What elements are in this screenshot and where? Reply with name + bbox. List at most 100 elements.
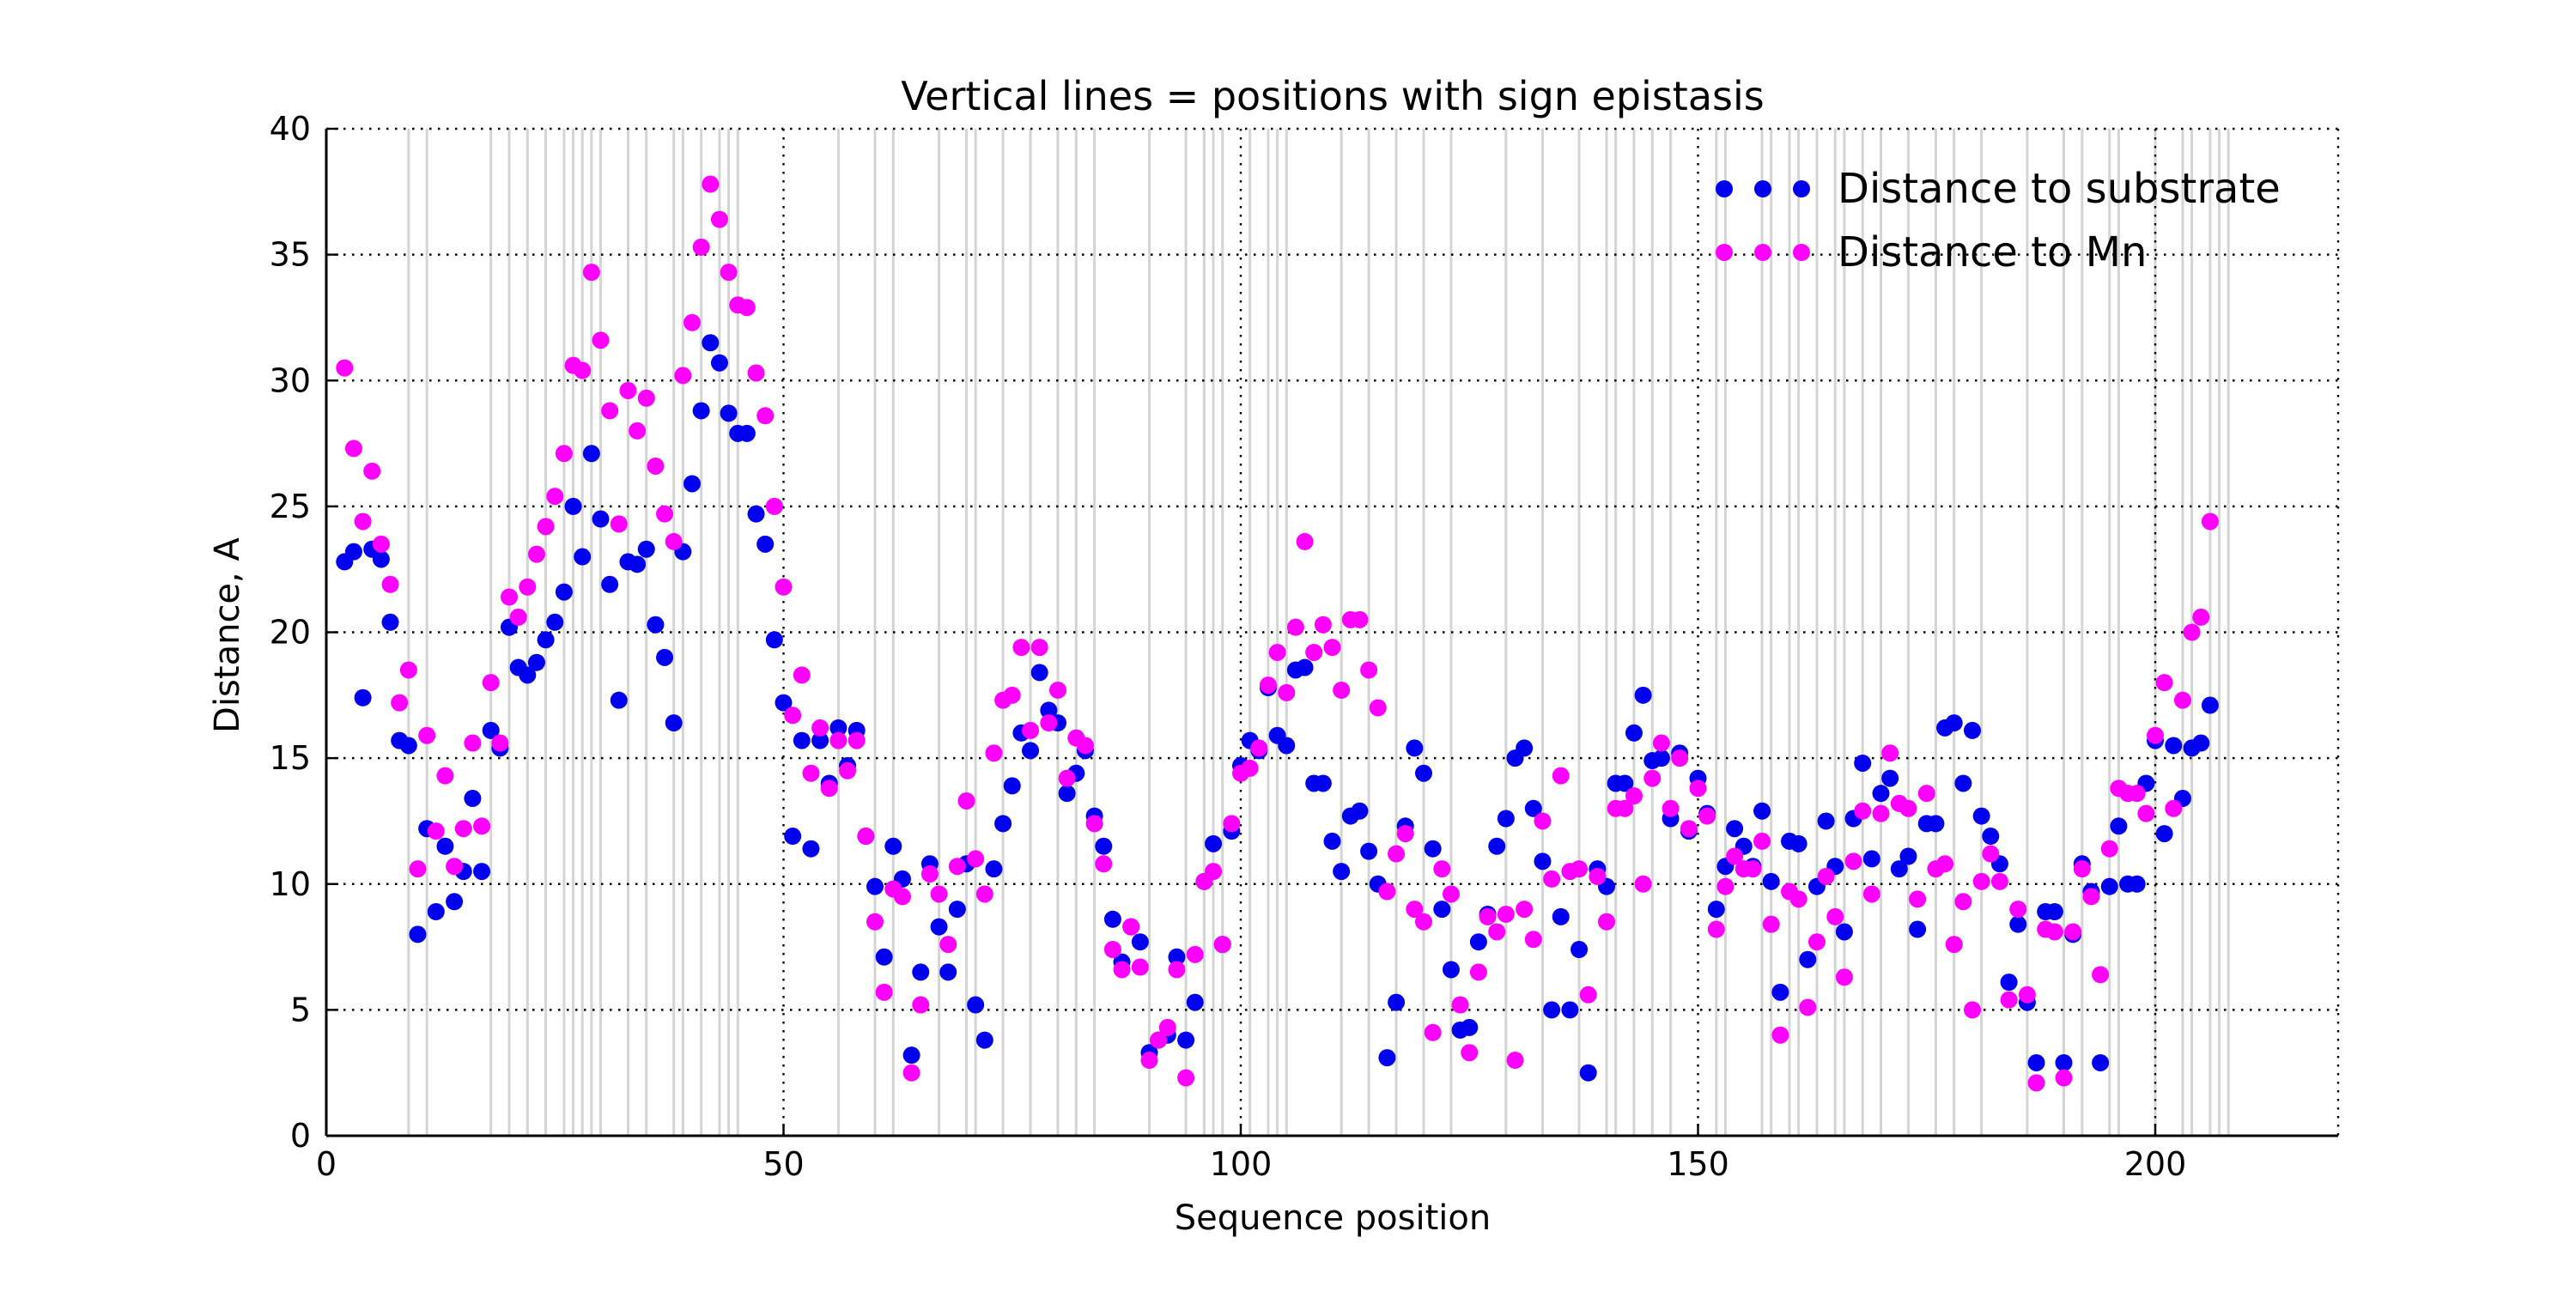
data-point [1799,998,1817,1016]
data-point [2027,1074,2045,1092]
data-point [1250,739,1268,757]
data-point [1634,875,1652,893]
data-point [802,764,820,782]
data-point [1862,850,1880,868]
data-point [1150,1031,1168,1049]
data-point [793,666,811,684]
x-tick-label: 100 [1210,1145,1273,1183]
data-point [1406,739,1424,757]
data-point [2173,691,2191,709]
data-point [738,424,756,442]
data-point [372,535,390,553]
data-point [1186,945,1204,963]
data-point [656,505,674,523]
data-point [1945,936,1963,954]
data-point [601,575,619,593]
data-point [2045,903,2063,921]
data-point [2055,1069,2073,1087]
data-point [1012,639,1030,657]
data-point [1917,785,1935,803]
data-point [1030,639,1048,657]
data-point [1762,915,1780,933]
data-point [775,694,793,712]
data-point [1643,769,1662,787]
data-point [1625,724,1643,742]
data-point [1351,610,1369,628]
data-point [765,631,783,649]
data-point [2082,888,2100,906]
data-point [1415,913,1432,931]
data-point [1854,754,1872,772]
data-point [1131,958,1149,976]
data-point [1469,963,1487,981]
data-point [683,475,701,493]
data-point [1323,832,1341,850]
data-point [747,505,765,523]
data-point [2192,608,2210,626]
data-point [1305,643,1323,661]
data-point [756,535,775,553]
data-point [427,903,445,921]
data-point [2000,974,2018,992]
data-point [2000,991,2018,1009]
data-point [948,858,966,876]
data-point [1954,893,1972,911]
data-point [765,497,783,515]
data-point [1442,885,1460,903]
data-point [1909,920,1927,938]
data-point [1799,950,1817,968]
data-point [893,888,911,906]
data-point [1571,940,1589,958]
data-point [1826,907,1844,925]
data-point [1140,1052,1158,1070]
data-point [2155,674,2173,692]
legend-marker [1716,244,1733,261]
data-point [1205,863,1223,881]
data-point [1543,870,1561,888]
data-point [866,877,884,895]
data-point [2009,915,2027,933]
data-point [975,885,993,903]
data-point [1726,847,1744,865]
data-point [784,828,802,846]
data-point [1762,872,1780,890]
y-axis-label: Distance, A [208,537,247,733]
data-point [1388,993,1406,1011]
data-point [948,901,966,919]
data-point [1835,923,1853,941]
data-point [738,299,756,317]
data-point [1223,815,1241,833]
data-point [720,404,738,422]
data-point [537,518,555,536]
data-point [2110,817,2128,835]
data-point [2018,986,2036,1004]
data-point [1707,901,1725,919]
data-point [665,714,683,732]
data-point [1982,845,2000,863]
data-point [1360,842,1378,860]
data-point [2009,901,2027,919]
data-point [1424,1023,1442,1041]
data-point [1807,933,1826,951]
data-point [1351,802,1369,820]
legend-marker [1716,180,1733,197]
data-point [1862,885,1880,903]
data-point [912,996,930,1014]
data-point [2100,877,2118,895]
data-point [363,462,381,480]
legend-marker [1754,244,1771,261]
data-point [1396,825,1414,843]
data-point [1433,860,1451,878]
data-point [692,238,710,256]
data-point [1652,749,1670,767]
data-point [1771,983,1789,1001]
data-point [692,402,710,420]
data-point [592,510,610,528]
data-point [1040,714,1058,732]
data-point [1241,759,1259,777]
data-point [582,445,600,463]
data-point [446,858,464,876]
data-point [454,820,472,838]
data-point [1030,664,1048,682]
